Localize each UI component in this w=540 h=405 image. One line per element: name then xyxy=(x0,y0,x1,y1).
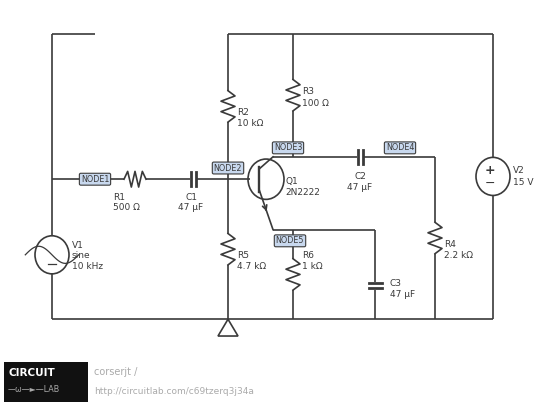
Text: V2: V2 xyxy=(513,166,525,175)
Text: 47 μF: 47 μF xyxy=(390,290,415,299)
Text: NODE5: NODE5 xyxy=(276,236,304,245)
FancyBboxPatch shape xyxy=(4,362,88,402)
Text: R4: R4 xyxy=(444,240,456,249)
Text: C1: C1 xyxy=(185,193,197,202)
Text: 2N2222: 2N2222 xyxy=(285,188,320,197)
Text: 47 μF: 47 μF xyxy=(347,183,373,192)
Text: R6: R6 xyxy=(302,251,314,260)
Text: R2: R2 xyxy=(237,107,249,117)
Text: C3: C3 xyxy=(390,279,402,288)
Text: 47 μF: 47 μF xyxy=(178,203,204,212)
Text: NODE3: NODE3 xyxy=(274,143,302,152)
Text: —ω—►—LAB: —ω—►—LAB xyxy=(8,386,60,394)
Text: CIRCUIT: CIRCUIT xyxy=(8,368,55,378)
Text: R3: R3 xyxy=(302,87,314,96)
Text: R5: R5 xyxy=(237,251,249,260)
Text: NODE2: NODE2 xyxy=(214,164,242,173)
Text: −: − xyxy=(485,177,495,190)
Text: C2: C2 xyxy=(354,173,366,181)
Text: corserjt /: corserjt / xyxy=(94,367,141,377)
Text: 500 Ω: 500 Ω xyxy=(113,203,140,212)
Text: NODE4: NODE4 xyxy=(386,143,414,152)
Text: 10 kHz: 10 kHz xyxy=(72,262,103,271)
Text: V1: V1 xyxy=(72,241,84,250)
Text: 4.7 kΩ: 4.7 kΩ xyxy=(237,262,266,271)
Text: +: + xyxy=(485,164,495,177)
Text: 10 kΩ: 10 kΩ xyxy=(237,119,264,128)
Text: sine: sine xyxy=(72,252,91,260)
Text: 1 kΩ: 1 kΩ xyxy=(302,262,322,271)
Text: 100 Ω: 100 Ω xyxy=(302,98,329,108)
Text: LAB2: Common Emitter BJT Amplifier: LAB2: Common Emitter BJT Amplifier xyxy=(154,367,356,377)
Text: NODE1: NODE1 xyxy=(81,175,109,184)
Text: Q1: Q1 xyxy=(285,177,298,186)
Text: R1: R1 xyxy=(113,193,125,202)
Text: 2.2 kΩ: 2.2 kΩ xyxy=(444,251,473,260)
Text: 15 V: 15 V xyxy=(513,177,534,187)
Text: http://circuitlab.com/c69tzerq3j34a: http://circuitlab.com/c69tzerq3j34a xyxy=(94,387,254,396)
